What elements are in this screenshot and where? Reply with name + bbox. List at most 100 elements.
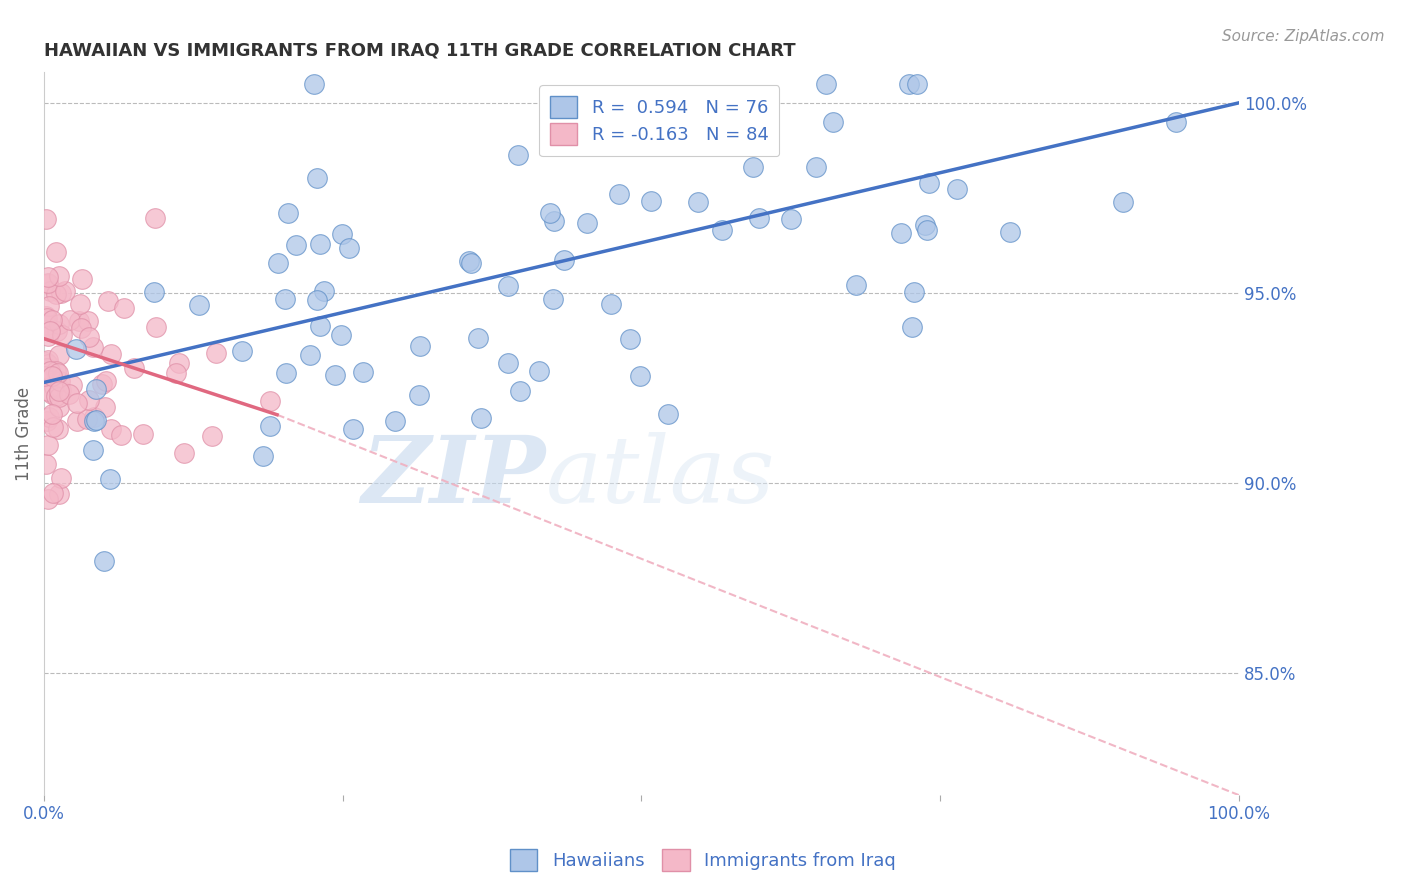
Point [630,368,652,383]
Point [100,347,122,361]
Point [41,369,63,384]
Point [509,384,531,399]
Point [905,77,928,91]
Point [83,410,105,425]
Point [51,285,73,300]
Point [640,194,662,208]
Point [457,254,479,268]
Point [76,314,98,328]
Point [82,443,104,458]
Point [44,363,66,377]
Text: atlas: atlas [546,432,775,522]
Point [37,277,59,292]
Point [51,383,73,397]
Point [901,320,924,334]
Point [408,388,430,402]
Point [69,296,91,310]
Point [67,314,90,328]
Point [37,414,59,428]
Point [35,361,58,376]
Point [35,457,58,471]
Point [83,414,105,428]
Point [34,212,56,227]
Point [41,407,63,421]
Point [599,297,621,311]
Point [657,407,679,421]
Point [79,392,101,407]
Point [167,356,190,370]
Point [48,384,70,399]
Point [273,292,295,306]
Legend: R =  0.594   N = 76, R = -0.163   N = 84: R = 0.594 N = 76, R = -0.163 N = 84 [540,85,779,156]
Point [277,205,299,219]
Point [330,227,353,242]
Point [39,284,62,298]
Point [748,211,770,225]
Point [49,374,72,388]
Point [96,374,118,388]
Point [131,427,153,442]
Point [45,389,67,403]
Point [299,348,322,362]
Point [42,419,65,434]
Point [323,368,346,382]
Point [409,338,432,352]
Point [143,211,166,225]
Point [284,238,307,252]
Point [38,325,60,339]
Point [51,471,73,485]
Point [780,212,803,227]
Point [1164,115,1187,129]
Point [508,148,530,162]
Point [35,309,58,323]
Point [897,77,920,91]
Point [308,236,330,251]
Point [48,487,70,501]
Point [267,256,290,270]
Point [342,422,364,436]
Point [467,331,489,345]
Point [90,376,112,391]
Point [58,387,80,401]
Point [82,340,104,354]
Point [309,319,332,334]
Text: HAWAIIAN VS IMMIGRANTS FROM IRAQ 11TH GRADE CORRELATION CHART: HAWAIIAN VS IMMIGRANTS FROM IRAQ 11TH GR… [44,42,796,60]
Point [37,329,59,343]
Point [76,412,98,426]
Point [46,422,69,436]
Point [45,286,67,301]
Point [903,285,925,299]
Point [259,393,281,408]
Point [305,293,328,307]
Legend: Hawaiians, Immigrants from Iraq: Hawaiians, Immigrants from Iraq [503,842,903,879]
Point [553,253,575,268]
Point [187,298,209,312]
Point [46,366,69,380]
Point [1112,195,1135,210]
Point [470,410,492,425]
Point [173,445,195,459]
Point [575,216,598,230]
Point [77,329,100,343]
Point [66,414,89,428]
Point [59,313,82,327]
Point [946,182,969,196]
Point [742,160,765,174]
Point [352,365,374,379]
Text: Source: ZipAtlas.com: Source: ZipAtlas.com [1222,29,1385,44]
Point [890,226,912,240]
Point [384,414,406,428]
Point [35,318,58,333]
Point [200,429,222,443]
Point [607,187,630,202]
Point [60,377,83,392]
Point [48,400,70,414]
Y-axis label: 11th Grade: 11th Grade [15,387,32,481]
Point [39,364,62,378]
Point [37,276,59,290]
Point [37,384,59,399]
Point [143,285,166,299]
Point [34,323,56,337]
Point [48,348,70,362]
Point [84,412,107,426]
